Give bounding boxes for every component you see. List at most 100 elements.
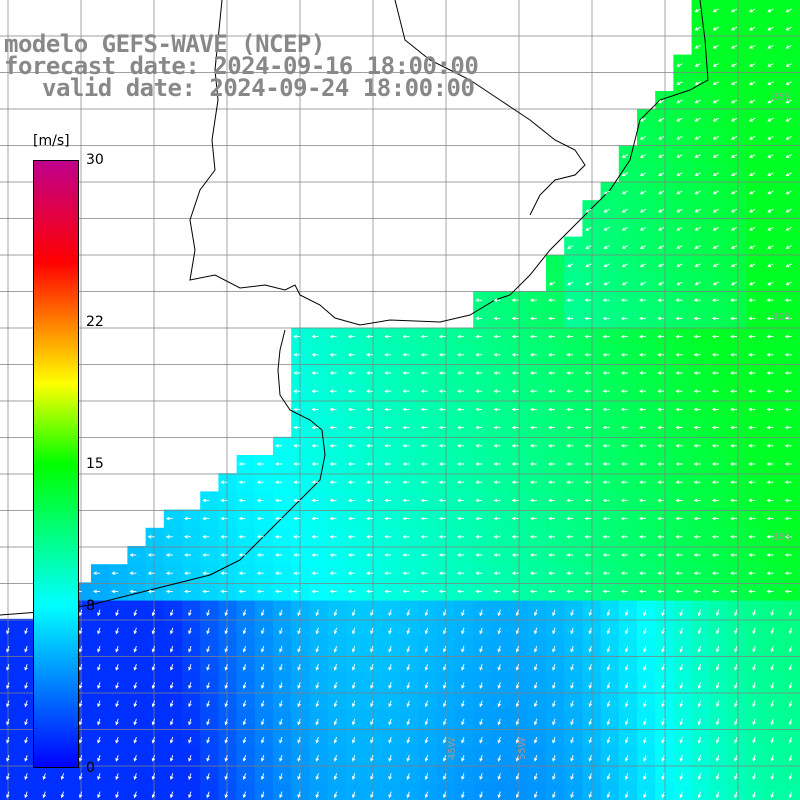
wind-arrow: [384, 444, 392, 448]
wind-arrow: [169, 773, 174, 781]
wind-speed-cell: [218, 527, 238, 547]
wind-speed-cell: [291, 345, 310, 365]
wind-arrow: [493, 571, 501, 575]
wind-arrow: [297, 609, 301, 617]
wind-speed-cell: [691, 127, 711, 147]
wind-arrow: [384, 371, 392, 375]
wind-arrow: [711, 498, 719, 503]
wind-arrow: [767, 190, 774, 195]
wind-speed-cell: [618, 782, 638, 800]
wind-speed-cell: [600, 327, 620, 347]
wind-arrow: [711, 480, 719, 484]
wind-arrow: [493, 498, 501, 503]
wind-arrow: [24, 627, 28, 635]
wind-arrow: [748, 462, 756, 466]
wind-arrow: [749, 190, 756, 195]
wind-speed-cell: [600, 527, 620, 547]
wind-arrow: [424, 718, 429, 726]
wind-arrow: [606, 627, 611, 635]
wind-speed-cell: [491, 345, 511, 365]
wind-arrow: [333, 664, 338, 671]
wind-arrow: [333, 682, 338, 690]
wind-arrow: [311, 480, 319, 484]
wind-arrow: [694, 81, 701, 86]
wind-speed-cell: [728, 163, 747, 183]
wind-arrow: [658, 172, 665, 177]
wind-arrow: [734, 645, 738, 653]
wind-direction-arrows: [6, 8, 793, 799]
wind-arrow: [643, 736, 647, 744]
wind-arrow: [297, 627, 301, 635]
wind-arrow: [384, 334, 392, 339]
wind-arrow: [442, 736, 447, 744]
wind-speed-cell: [309, 455, 329, 474]
wind-arrow: [566, 498, 574, 503]
wind-speed-cell: [291, 400, 310, 420]
wind-arrow: [224, 627, 229, 635]
wind-arrow: [657, 353, 665, 357]
wind-arrow: [711, 353, 719, 357]
wind-arrow: [511, 589, 519, 594]
wind-arrow: [275, 480, 282, 484]
wind-arrow: [388, 736, 392, 744]
wind-arrow: [606, 755, 611, 762]
wind-speed-cell: [709, 91, 729, 110]
wind-speed-cell: [163, 509, 183, 529]
wind-arrow: [624, 627, 629, 635]
wind-arrow: [748, 371, 756, 375]
wind-arrow: [438, 371, 446, 375]
wind-speed-cell: [291, 491, 310, 511]
wind-arrow: [188, 645, 192, 653]
wind-speed-cell: [564, 236, 583, 256]
wind-arrow: [424, 627, 429, 635]
wind-speed-cell: [309, 382, 329, 401]
wind-arrow: [293, 571, 301, 575]
wind-speed-cell: [400, 418, 420, 438]
wind-arrow: [220, 553, 228, 557]
wind-speed-cell: [746, 163, 765, 183]
wind-arrow: [602, 425, 610, 430]
wind-speed-cell: [345, 582, 365, 602]
wind-speed-cell: [127, 782, 147, 800]
wind-arrow: [220, 535, 228, 539]
wind-speed-cell: [637, 182, 656, 201]
wind-arrow: [151, 700, 156, 708]
wind-arrow: [711, 535, 719, 539]
wind-arrow: [115, 736, 119, 744]
colorbar: [33, 160, 79, 768]
wind-arrow: [402, 498, 410, 503]
wind-speed-cell: [527, 509, 547, 529]
wind-arrow: [658, 154, 665, 158]
wind-arrow: [770, 755, 775, 762]
wind-speed-cell: [400, 364, 420, 383]
wind-arrow: [766, 334, 774, 339]
wind-speed-cell: [764, 309, 784, 329]
wind-speed-cell: [618, 327, 638, 347]
wind-speed-cell: [728, 436, 747, 456]
wind-arrow: [115, 718, 119, 726]
wind-arrow: [639, 353, 646, 357]
wind-arrow: [620, 571, 628, 575]
wind-speed-cell: [236, 509, 256, 529]
wind-arrow: [329, 425, 337, 430]
wind-arrow: [147, 571, 155, 575]
wind-arrow: [639, 589, 646, 594]
wind-speed-cell: [491, 564, 511, 583]
wind-speed-cell: [291, 782, 310, 800]
wind-speed-cell: [746, 546, 765, 565]
wind-arrow: [533, 664, 538, 671]
wind-arrow: [457, 425, 464, 430]
wind-arrow: [624, 682, 629, 690]
wind-speed-cell: [764, 509, 784, 529]
wind-arrow: [657, 371, 665, 375]
wind-speed-cell: [127, 564, 147, 583]
wind-speed-cell: [728, 364, 747, 383]
wind-speed-cell: [709, 564, 729, 583]
wind-arrow: [133, 664, 138, 671]
wind-arrow: [679, 755, 684, 762]
wind-arrow: [548, 353, 555, 357]
wind-arrow: [584, 571, 592, 575]
wind-arrow: [529, 444, 537, 448]
wind-arrow: [676, 226, 683, 231]
